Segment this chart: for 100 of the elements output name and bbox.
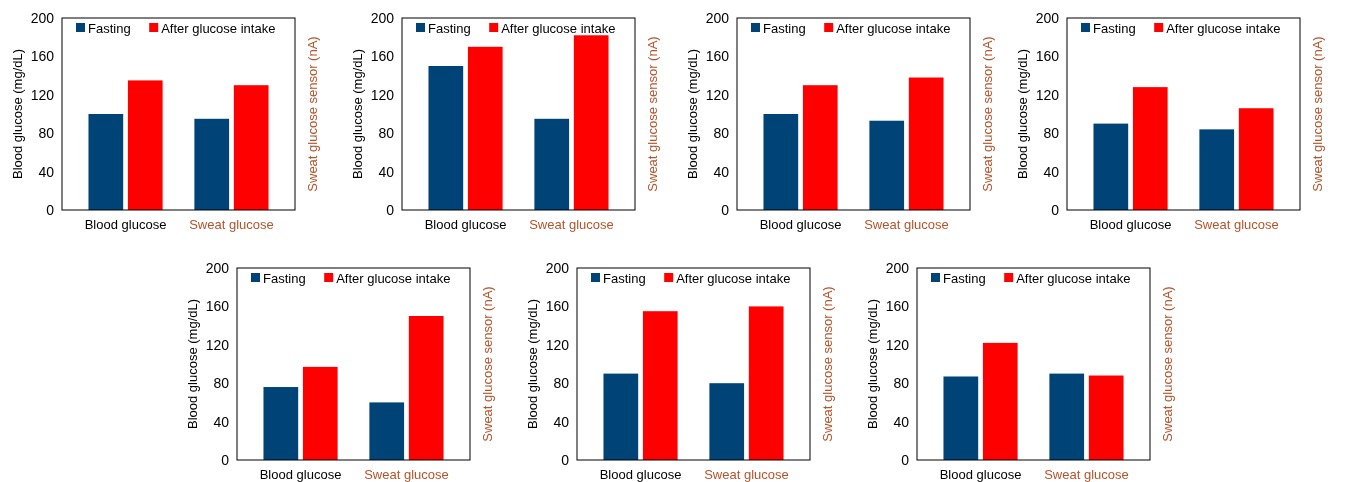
y-tick-label: 160 [1035, 48, 1060, 65]
bar [233, 85, 269, 210]
bar [943, 376, 979, 460]
y-axis-title: Blood glucose (mg/dL) [185, 298, 200, 430]
bar [302, 366, 338, 460]
legend-label: After glucose intake [1166, 20, 1281, 36]
legend-label: After glucose intake [161, 20, 276, 36]
legend-label: Fasting [603, 270, 646, 286]
bar [127, 80, 163, 210]
y-tick-label: 40 [1043, 163, 1060, 180]
y2-axis-title: Sweat glucose sensor (nA) [1310, 36, 1325, 192]
bar [1199, 129, 1235, 210]
y-tick-label: 0 [561, 451, 570, 468]
y-tick-label: 0 [386, 201, 395, 218]
bar [534, 118, 570, 210]
bar [263, 387, 299, 460]
y-tick-label: 40 [378, 163, 395, 180]
y-tick-label: 0 [221, 451, 230, 468]
y-axis-title: Blood glucose (mg/dL) [1015, 48, 1030, 180]
y-tick-label: 80 [553, 375, 570, 392]
bar [603, 373, 639, 460]
bar [1088, 375, 1124, 460]
bar [869, 120, 905, 210]
y-tick-label: 160 [705, 48, 730, 65]
y-axis-title: Blood glucose (mg/dL) [350, 48, 365, 180]
y2-axis-title: Sweat glucose sensor (nA) [480, 286, 495, 442]
legend-label: Fasting [943, 270, 986, 286]
y-tick-label: 120 [205, 336, 230, 353]
bar [408, 316, 444, 460]
y-tick-label: 80 [38, 125, 55, 142]
y2-axis-title: Sweat glucose sensor (nA) [645, 36, 660, 192]
y-tick-label: 200 [545, 259, 570, 276]
y-axis-title: Blood glucose (mg/dL) [865, 298, 880, 430]
legend-label: After glucose intake [676, 270, 791, 286]
x-tick-label: Blood glucose [599, 467, 682, 482]
y-tick-label: 80 [213, 375, 230, 392]
y-tick-label: 200 [705, 9, 730, 26]
y-tick-label: 120 [885, 336, 910, 353]
bar [1238, 108, 1274, 210]
bar [428, 66, 464, 210]
y-axis-title: Blood glucose (mg/dL) [525, 298, 540, 430]
y-tick-label: 200 [205, 259, 230, 276]
legend-label: After glucose intake [501, 20, 616, 36]
legend-label: Fasting [88, 20, 131, 36]
y-tick-label: 0 [1051, 201, 1060, 218]
x-tick-label: Blood glucose [939, 467, 1022, 482]
x-tick-label: Sweat glucose [364, 467, 449, 482]
y-tick-label: 120 [30, 86, 55, 103]
legend-label: Fasting [1093, 20, 1136, 36]
bar [1049, 373, 1085, 460]
x-tick-label: Blood glucose [84, 217, 167, 232]
legend-label: After glucose intake [336, 270, 451, 286]
y-tick-label: 160 [885, 298, 910, 315]
y-tick-label: 120 [370, 86, 395, 103]
legend-label: Fasting [263, 270, 306, 286]
y-tick-label: 200 [1035, 9, 1060, 26]
bar [88, 114, 124, 210]
x-tick-label: Sweat glucose [529, 217, 614, 232]
bar [573, 35, 609, 210]
legend-label: Fasting [763, 20, 806, 36]
y-tick-label: 40 [213, 413, 230, 430]
x-tick-label: Sweat glucose [1194, 217, 1279, 232]
y-tick-label: 40 [553, 413, 570, 430]
y-tick-label: 80 [1043, 125, 1060, 142]
bar [709, 383, 745, 460]
y-tick-label: 0 [46, 201, 55, 218]
bar [748, 306, 784, 460]
x-tick-label: Sweat glucose [864, 217, 949, 232]
y-tick-label: 80 [893, 375, 910, 392]
bar [908, 77, 944, 210]
legend-label: Fasting [428, 20, 471, 36]
y-tick-label: 80 [713, 125, 730, 142]
y-tick-label: 80 [378, 125, 395, 142]
x-tick-label: Blood glucose [259, 467, 342, 482]
y-tick-label: 0 [721, 201, 730, 218]
legend-label: After glucose intake [836, 20, 951, 36]
y-tick-label: 40 [893, 413, 910, 430]
y-tick-label: 200 [370, 9, 395, 26]
x-tick-label: Blood glucose [424, 217, 507, 232]
x-tick-label: Sweat glucose [189, 217, 274, 232]
bar [982, 342, 1018, 460]
x-tick-label: Sweat glucose [1044, 467, 1129, 482]
y-axis-title: Blood glucose (mg/dL) [685, 48, 700, 180]
y-tick-label: 160 [545, 298, 570, 315]
x-tick-label: Blood glucose [1089, 217, 1172, 232]
x-tick-label: Sweat glucose [704, 467, 789, 482]
bar [467, 46, 503, 210]
bar [194, 118, 230, 210]
y-axis-title: Blood glucose (mg/dL) [10, 48, 25, 180]
y2-axis-title: Sweat glucose sensor (nA) [820, 286, 835, 442]
y-tick-label: 120 [545, 336, 570, 353]
y-tick-label: 160 [205, 298, 230, 315]
bar [802, 85, 838, 210]
y-tick-label: 120 [705, 86, 730, 103]
y-tick-label: 120 [1035, 86, 1060, 103]
y2-axis-title: Sweat glucose sensor (nA) [980, 36, 995, 192]
y2-axis-title: Sweat glucose sensor (nA) [1160, 286, 1175, 442]
y-tick-label: 160 [370, 48, 395, 65]
bar [1093, 123, 1129, 210]
bar [642, 311, 678, 460]
